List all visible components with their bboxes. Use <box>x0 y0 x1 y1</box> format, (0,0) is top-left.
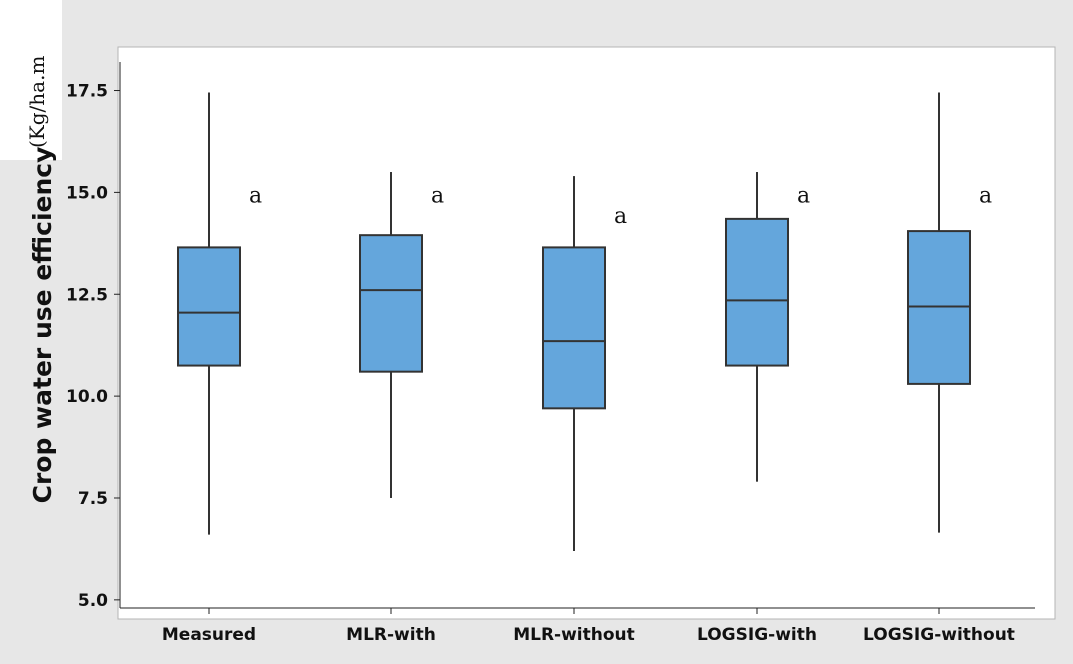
significance-letter: a <box>797 183 810 208</box>
x-tick-label: LOGSIG-without <box>863 625 1015 645</box>
y-tick-label: 15.0 <box>66 183 108 203</box>
box-iqr <box>177 246 241 367</box>
y-tick-label: 17.5 <box>66 82 108 102</box>
significance-letter: a <box>979 183 992 208</box>
x-tick-labels: Measured MLR-with MLR-without LOGSIG-with LO… <box>162 608 1015 645</box>
y-tick-label: 10.0 <box>66 387 108 407</box>
box-iqr <box>359 234 423 373</box>
boxes: a aaa a <box>177 92 992 551</box>
y-tick-label: 5.0 <box>78 591 108 611</box>
y-tick-label: 7.5 <box>78 489 108 509</box>
y-axis-unit: (Kg/ha.m <box>25 56 49 148</box>
box-2: a <box>542 176 627 551</box>
box-iqr <box>725 217 789 367</box>
box-iqr <box>907 230 971 385</box>
x-tick-label: LOGSIG-with <box>697 625 817 645</box>
x-tick-label: Measured <box>162 625 256 645</box>
box-1: a <box>359 172 444 498</box>
box-3: a <box>725 172 810 482</box>
box-iqr <box>542 246 606 410</box>
x-tick-label: MLR-without <box>513 625 635 645</box>
box-4: a <box>907 92 992 533</box>
significance-letter: a <box>249 183 262 208</box>
unit-label-panel <box>0 0 62 160</box>
y-axis-title: Crop water use efficiency <box>28 147 57 504</box>
x-tick-label: MLR-with <box>346 625 436 645</box>
y-tick-label: 12.5 <box>66 285 108 305</box>
significance-letter: a <box>614 204 627 229</box>
box-0: a <box>177 92 262 535</box>
y-ticks: 5.0 7.5 10.0 12.5 15.0 17.5 <box>66 82 120 611</box>
significance-letter: a <box>431 183 444 208</box>
